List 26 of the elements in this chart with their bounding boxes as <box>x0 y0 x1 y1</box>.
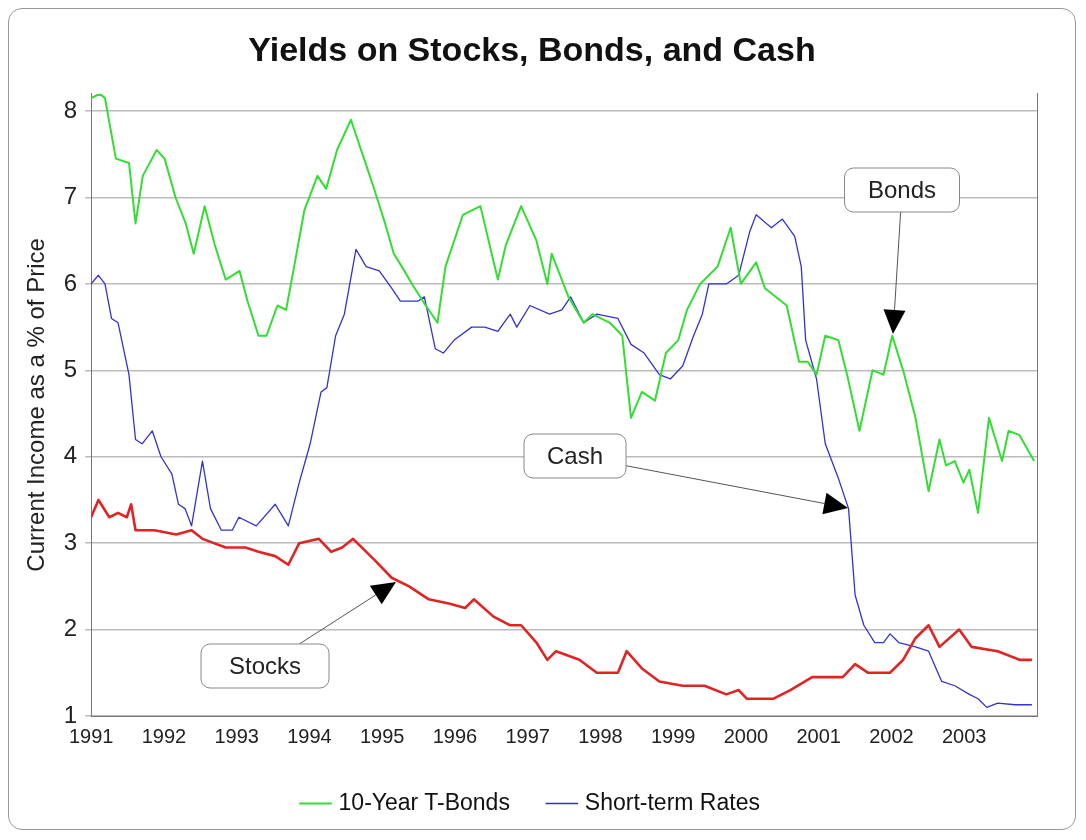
y-tick-label: 6 <box>63 268 78 296</box>
chart-title: Yields on Stocks, Bonds, and Cash <box>248 29 816 68</box>
x-tick-label: 1998 <box>578 724 623 747</box>
x-tick-label: 2001 <box>796 724 841 747</box>
annotation: Cash <box>546 442 604 469</box>
x-tick-label: 1996 <box>432 724 478 747</box>
x-tick-label: 1993 <box>214 724 259 747</box>
y-tick-label: 8 <box>63 95 78 123</box>
legend-label: 10-Year T-Bonds <box>338 788 510 815</box>
annotation: Stocks <box>228 652 302 679</box>
y-tick-label: 2 <box>63 614 78 642</box>
annotation: Bonds <box>867 176 937 203</box>
x-tick-label: 2003 <box>941 724 987 747</box>
x-tick-label: 2002 <box>869 724 914 747</box>
y-tick-label: 7 <box>63 182 78 210</box>
y-tick-label: 4 <box>63 441 78 469</box>
y-tick-label: 3 <box>63 527 78 555</box>
x-tick-label: 1997 <box>505 724 550 747</box>
x-tick-label: 1992 <box>141 724 187 747</box>
y-tick-label: 5 <box>63 354 78 382</box>
legend-label: Short-term Rates <box>584 788 760 815</box>
x-tick-label: 1999 <box>650 724 696 747</box>
y-axis-title: Current Income as a % of Price <box>22 238 50 572</box>
x-tick-label: 1994 <box>287 724 332 747</box>
x-tick-label: 2000 <box>723 724 769 747</box>
x-tick-label: 1995 <box>359 724 405 747</box>
